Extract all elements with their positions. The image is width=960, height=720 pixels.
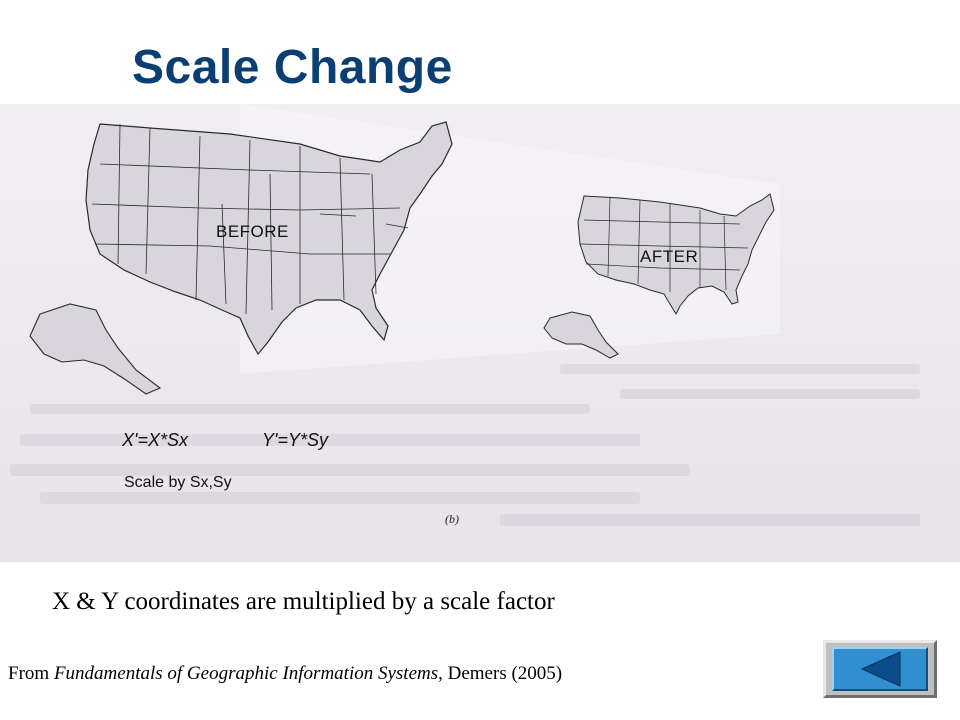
- after-label: AFTER: [640, 247, 699, 266]
- formula-y: Y'=Y*Sy: [262, 430, 328, 450]
- scan-noise: [10, 364, 920, 526]
- before-label: BEFORE: [216, 222, 289, 241]
- formula-x: X'=X*Sx: [122, 430, 188, 450]
- figure-art: [10, 104, 920, 526]
- formula-note: Scale by Sx,Sy: [124, 474, 232, 491]
- triangle-left-icon: [860, 651, 901, 687]
- usa-map-before: [29, 121, 453, 395]
- citation: From Fundamentals of Geographic Informat…: [8, 663, 562, 685]
- citation-suffix: , Demers (2005): [438, 663, 563, 684]
- citation-book-title: Fundamentals of Geographic Information S…: [53, 663, 439, 684]
- citation-prefix: From: [8, 663, 54, 684]
- slide-caption: X & Y coordinates are multiplied by a sc…: [52, 588, 555, 615]
- usa-map-after: [543, 193, 775, 359]
- panel-letter: (b): [445, 512, 459, 526]
- back-button[interactable]: [823, 640, 937, 698]
- scanned-figure: BEFORE AFTER X'=X*Sx Y'=Y*Sy Scale by Sx…: [0, 104, 960, 562]
- slide-title: Scale Change: [132, 41, 453, 94]
